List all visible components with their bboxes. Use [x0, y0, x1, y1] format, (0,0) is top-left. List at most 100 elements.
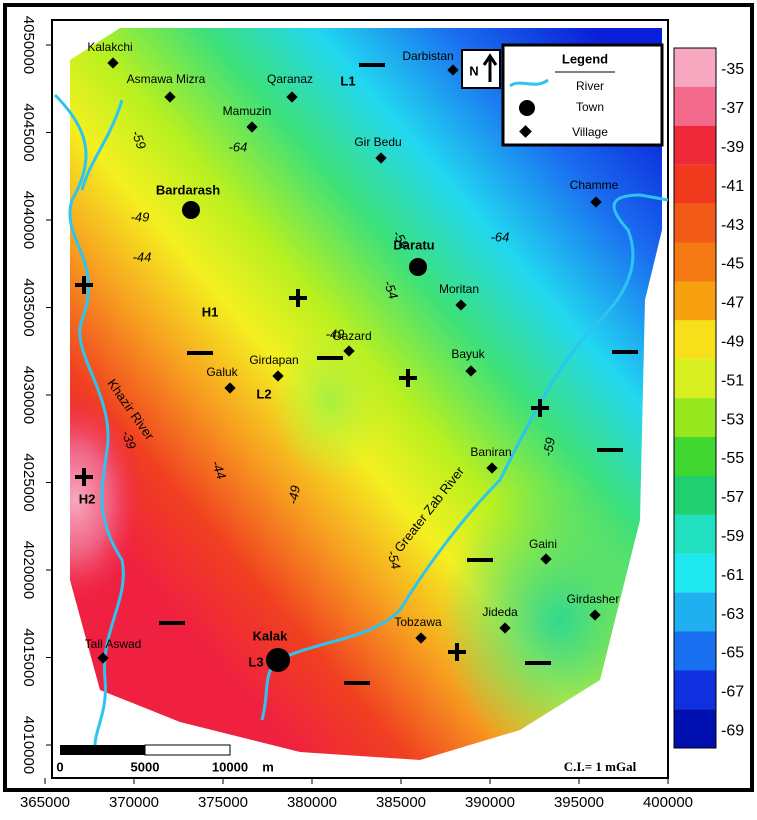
legend-title: Legend: [562, 51, 608, 66]
y-tick-label: 4035000: [20, 278, 37, 336]
legend-label: Town: [576, 100, 604, 114]
town-label: Kalak: [253, 628, 288, 643]
scale-unit: m: [262, 759, 274, 774]
color-bar-label: -63: [721, 606, 744, 623]
village-label: Baniran: [470, 445, 511, 459]
legend-label: River: [576, 79, 604, 93]
color-bar: -35 -37 -39 -41 -43 -45 -47 -49 -51 -53 -55 -57 -59 -…: [674, 48, 744, 748]
village-label: Tobzawa: [394, 615, 442, 629]
contour-label: -64: [229, 139, 248, 154]
color-bar-band: [674, 709, 716, 748]
color-bar-band: [674, 320, 716, 359]
north-arrow: [462, 50, 500, 88]
color-bar-band: [674, 243, 716, 282]
town-marker: [266, 648, 290, 672]
color-bar-band: [674, 398, 716, 437]
color-bar-band: [674, 554, 716, 593]
x-tick-label: 380000: [287, 794, 337, 811]
color-bar-label: -59: [721, 528, 744, 545]
village-label: Jideda: [482, 605, 518, 619]
color-bar-label: -35: [721, 61, 744, 78]
anomaly-label: L1: [340, 73, 355, 88]
color-bar-label: -45: [721, 256, 744, 273]
color-bar-label: -69: [721, 723, 744, 740]
legend-label: Village: [572, 125, 608, 139]
color-bar-band: [674, 126, 716, 165]
color-bar-label: -57: [721, 489, 744, 506]
map: -35 -37 -39 -41 -43 -45 -47 -49 -51 -53 -55 -57 -59 -…: [0, 0, 757, 820]
village-label: Asmawa Mizra: [127, 72, 206, 86]
color-bar-label: -51: [721, 372, 744, 389]
x-tick-label: 390000: [465, 794, 515, 811]
village-label: Kalakchi: [87, 40, 132, 54]
color-bar-label: -61: [721, 567, 744, 584]
color-bar-band: [674, 281, 716, 320]
town-marker: [182, 201, 200, 219]
y-tick-label: 4050000: [20, 16, 37, 74]
north-label: N: [469, 63, 478, 78]
y-tick-label: 4040000: [20, 191, 37, 249]
village-label: Girdasher: [567, 592, 620, 606]
y-tick-label: 4010000: [20, 716, 37, 774]
color-bar-label: -53: [721, 411, 744, 428]
color-bar-label: -39: [721, 139, 744, 156]
village-label: Bayuk: [451, 347, 485, 361]
scale-label: 10000: [212, 759, 248, 774]
color-bar-band: [674, 670, 716, 709]
contour-label: -44: [133, 249, 152, 264]
y-tick-label: 4025000: [20, 453, 37, 511]
color-bar-band: [674, 165, 716, 204]
contour-label: -64: [491, 229, 510, 244]
color-bar-label: -47: [721, 295, 744, 312]
color-bar-band: [674, 593, 716, 632]
village-label: Galuk: [206, 365, 238, 379]
x-tick-label: 370000: [109, 794, 159, 811]
color-bar-band: [674, 359, 716, 398]
anomaly-label: L2: [256, 386, 271, 401]
village-label: Moritan: [439, 282, 479, 296]
color-bar-band: [674, 476, 716, 515]
anomaly-label: L3: [248, 654, 263, 669]
y-tick-label: 4020000: [20, 541, 37, 599]
village-label: Qaranaz: [267, 72, 313, 86]
x-tick-label: 375000: [198, 794, 248, 811]
x-tick-label: 400000: [643, 794, 693, 811]
y-tick-label: 4030000: [20, 366, 37, 424]
village-label: Girdapan: [249, 353, 298, 367]
color-bar-band: [674, 632, 716, 671]
contour-interval: C.I.= 1 mGal: [564, 759, 637, 774]
contour-label: -49: [326, 326, 345, 341]
color-bar-label: -55: [721, 450, 744, 467]
page: {"map":{ "x_axis":[365000,370000,375000,…: [0, 0, 757, 820]
color-bar-band: [674, 204, 716, 243]
village-label: Darbistan: [402, 49, 453, 63]
anomaly-label: H1: [202, 304, 219, 319]
village-label: Gir Bedu: [354, 135, 401, 149]
color-bar-band: [674, 515, 716, 554]
village-label: Gaini: [529, 537, 557, 551]
anomaly-label: H2: [79, 491, 96, 506]
color-bar-label: -41: [721, 178, 744, 195]
color-bar-label: -49: [721, 334, 744, 351]
color-bar-label: -65: [721, 645, 744, 662]
color-bar-label: -43: [721, 217, 744, 234]
scale-label: 0: [56, 759, 63, 774]
color-bar-band: [674, 87, 716, 126]
contour-label: -49: [131, 209, 150, 224]
y-tick-label: 4045000: [20, 103, 37, 161]
scale-bar: [60, 745, 230, 755]
village-label: Tall Aswad: [85, 637, 142, 651]
y-tick-label: 4015000: [20, 628, 37, 686]
town-marker: [409, 258, 427, 276]
town-label: Bardarash: [156, 182, 220, 197]
village-label: Chamme: [570, 178, 619, 192]
color-bar-band: [674, 437, 716, 476]
x-tick-label: 365000: [20, 794, 70, 811]
village-label: Mamuzin: [223, 104, 272, 118]
scale-label: 5000: [131, 759, 160, 774]
color-bar-label: -37: [721, 100, 744, 117]
x-tick-label: 385000: [376, 794, 426, 811]
color-bar-band: [674, 48, 716, 87]
x-tick-label: 395000: [554, 794, 604, 811]
color-bar-label: -67: [721, 684, 744, 701]
